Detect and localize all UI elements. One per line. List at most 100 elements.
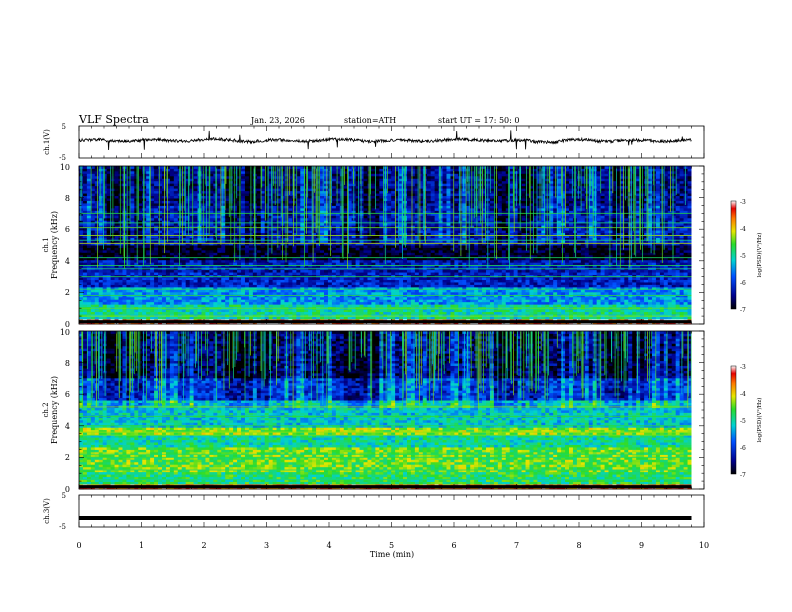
spectrogram-cell	[335, 222, 341, 226]
spectrogram-cell	[320, 269, 325, 273]
spectrogram-cell	[304, 257, 309, 261]
spectrogram-cell	[347, 166, 353, 169]
spectrogram-cell	[264, 282, 270, 285]
spectrogram-cell	[181, 203, 187, 206]
spectrogram-cell	[292, 262, 297, 266]
spectrogram-cell	[79, 264, 84, 268]
spectrogram-cell	[225, 205, 230, 209]
spectrogram-cell	[233, 314, 238, 317]
spectrogram-cell	[134, 232, 139, 236]
spectrogram-cell	[181, 242, 187, 246]
spectrogram-cell	[177, 173, 183, 177]
spectrogram-cell	[351, 301, 357, 305]
spectrogram-cell	[324, 296, 329, 300]
spectrogram-cell	[241, 185, 246, 189]
spectrogram-cell	[359, 277, 364, 280]
spectrogram-cell	[233, 257, 238, 261]
spectrogram-cell	[233, 173, 238, 177]
spectrogram-cell	[367, 212, 372, 216]
spectrogram-cell	[126, 217, 131, 221]
spectrogram-cell	[197, 272, 202, 276]
spectrogram-cell	[284, 195, 289, 199]
spectrogram-cell	[351, 277, 357, 280]
spectrogram-cell	[173, 232, 179, 236]
spectrogram-cell	[189, 304, 194, 308]
spectrogram-cell	[189, 274, 194, 278]
spectrogram-cell	[351, 240, 357, 243]
spectrogram-cell	[343, 242, 349, 246]
spectrogram-cell	[138, 289, 143, 293]
spectrogram-cell	[272, 274, 277, 278]
spectrogram-cell	[138, 296, 143, 300]
spectrogram-cell	[375, 198, 380, 201]
spectrogram-cell	[193, 207, 198, 211]
spectrogram-cell	[181, 178, 187, 182]
spectrogram-cell	[335, 269, 341, 273]
spectrogram-cell	[351, 296, 357, 300]
spectrogram-cell	[241, 173, 246, 177]
spectrogram-cell	[217, 193, 222, 197]
spectrogram-cell	[367, 185, 372, 189]
spectrogram-cell	[217, 247, 222, 251]
spectrogram-cell	[233, 282, 238, 285]
spectrogram-cell	[193, 235, 198, 238]
spectrogram-cell	[367, 210, 372, 214]
spectrogram-cell	[146, 188, 151, 192]
spectrogram-cell	[213, 291, 218, 295]
spectrogram-cell	[241, 217, 246, 221]
spectrogram-cell	[142, 301, 147, 305]
spectrogram-cell	[177, 227, 183, 231]
spectrogram-cell	[347, 210, 353, 214]
spectrogram-cell	[146, 175, 151, 179]
spectrogram-cell	[165, 304, 171, 308]
spectrogram-cell	[284, 296, 289, 300]
spectrogram-cell	[363, 220, 368, 224]
spectrogram-cell	[177, 277, 183, 280]
spectrogram-cell	[130, 245, 135, 248]
spectrogram-cell	[90, 230, 96, 234]
spectrogram-cell	[138, 205, 143, 209]
spectrogram-cell	[130, 284, 135, 288]
spectrogram-cell	[324, 274, 329, 278]
spectrogram-cell	[316, 247, 321, 251]
spectrogram-cell	[150, 205, 155, 209]
spectrogram-cell	[114, 203, 119, 206]
spectrogram-cell	[86, 203, 92, 206]
spectrogram-cell	[268, 309, 274, 313]
spectrogram-cell	[244, 314, 250, 317]
spectrogram-cell	[158, 252, 163, 256]
spectrogram-cell	[233, 170, 238, 174]
spectrogram-cell	[264, 232, 270, 236]
spectrogram-cell	[201, 296, 206, 300]
spectrogram-cell	[288, 249, 293, 253]
spectrogram-cell	[367, 269, 372, 273]
spectrogram-cell	[146, 296, 151, 300]
spectrogram-cell	[165, 309, 171, 313]
spectrogram-cell	[154, 311, 159, 315]
spectrogram-cell	[158, 289, 163, 293]
spectrogram-cell	[165, 185, 171, 189]
ch1-spectrogram-heatmap	[79, 166, 704, 325]
spectrogram-cell	[94, 286, 100, 290]
spectrogram-cell	[138, 232, 143, 236]
spectrogram-cell	[189, 311, 194, 315]
spectrogram-cell	[185, 200, 191, 204]
spectrogram-cell	[244, 185, 250, 189]
spectrogram-cell	[177, 207, 183, 211]
spectrogram-cell	[347, 284, 353, 288]
spectrogram-cell	[363, 284, 368, 288]
spectrogram-cell	[150, 193, 155, 197]
spectrogram-cell	[229, 198, 234, 201]
spectrogram-cell	[177, 311, 183, 315]
spectrogram-cell	[355, 220, 360, 224]
spectrogram-cell	[351, 309, 357, 313]
spectrogram-cell	[126, 215, 131, 219]
spectrogram-cell	[106, 247, 112, 251]
spectrogram-cell	[209, 230, 214, 234]
spectrogram-cell	[110, 296, 115, 300]
spectrogram-cell	[375, 166, 380, 169]
spectrogram-cell	[371, 200, 376, 204]
spectrogram-cell	[150, 185, 155, 189]
spectrogram-cell	[189, 277, 194, 280]
